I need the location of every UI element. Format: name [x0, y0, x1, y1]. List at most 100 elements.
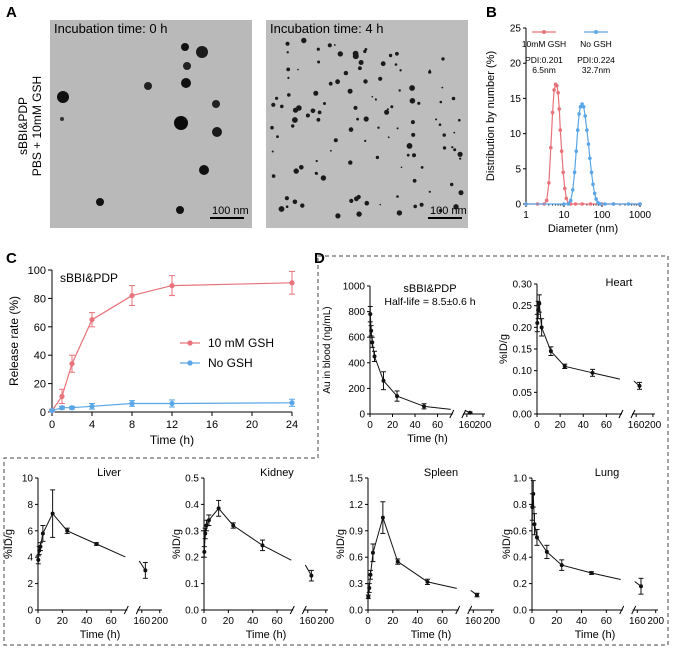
data-point [559, 563, 564, 568]
tem-nanoparticle [453, 131, 456, 134]
tem-nanoparticle [328, 81, 333, 86]
data-point [598, 202, 603, 206]
x-axis-label: Time (h) [246, 629, 287, 641]
tem-nanoparticle [388, 53, 393, 58]
tem-nanoparticle [439, 100, 443, 104]
tem-nanoparticle [364, 139, 367, 142]
tem-nanoparticle [400, 166, 403, 169]
y-tick-label: 40 [34, 350, 46, 362]
x-tick-label: 40 [576, 616, 588, 627]
tem-nanoparticle [371, 95, 374, 98]
x-tick-label: 40 [412, 616, 424, 627]
x-tick-label: 0 [49, 419, 55, 431]
chart-d-lung: 0.0 0.2 0.4 0.6 0.8 1.0 0 20 40 60 160 200 Time (h)%… [502, 467, 664, 641]
y-tick-label: 4 [27, 553, 33, 564]
tem-nanoparticle [337, 51, 343, 57]
tem-nanoparticle [280, 104, 284, 109]
data-point [574, 149, 579, 153]
y-tick-label: 0.8 [513, 500, 527, 511]
tem-nanoparticle [278, 206, 285, 212]
tem-nanoparticle [293, 168, 299, 174]
tem-nanoparticle [343, 70, 349, 76]
data-point [395, 394, 400, 399]
chart-title: Spleen [424, 467, 458, 479]
y-tick-label: 0 [40, 407, 46, 419]
y-tick-label: 0.10 [513, 366, 533, 377]
legend-size: 6.5nm [532, 65, 556, 75]
x-tick-label: 0 [365, 616, 371, 627]
data-point [381, 378, 386, 383]
y-axis-label: %ID/g [498, 334, 510, 364]
tem-nanoparticle [352, 50, 359, 57]
x-tick-label: 0 [201, 616, 207, 627]
data-point [40, 531, 45, 536]
data-point [563, 186, 567, 191]
data-point [309, 573, 314, 578]
tem-nanoparticle [313, 90, 319, 96]
data-point [143, 568, 148, 573]
axis-break-mark [135, 605, 141, 615]
tem-nanoparticle [451, 146, 454, 149]
tem-nanoparticle [387, 136, 390, 139]
tem-nanoparticle [386, 108, 389, 111]
data-point [49, 407, 55, 414]
tem-nanoparticle [333, 44, 336, 46]
y-tick-label: 0.6 [349, 553, 363, 564]
x-tick-label: 60 [432, 420, 444, 431]
data-point [557, 107, 562, 111]
x-axis-label: Time (h) [150, 433, 194, 447]
y-axis-label: %ID/g [4, 529, 15, 559]
legend-marker [187, 340, 193, 346]
tem-nanoparticle [358, 60, 364, 65]
data-point [129, 400, 135, 407]
data-point [367, 586, 372, 590]
legend-pdi: PDI:0.224 [577, 55, 615, 65]
tem-nanoparticle [453, 204, 459, 210]
tem-nanoparticle [394, 63, 398, 66]
tem-nanoparticle [299, 165, 304, 170]
legend-marker [187, 360, 193, 366]
x-tick-label: 20 [246, 419, 258, 431]
data-point [539, 325, 544, 330]
scale-bar-label-0h: 100 nm [212, 205, 249, 217]
scale-bar-4h [428, 217, 462, 219]
data-point [555, 83, 559, 88]
y-tick-label: 100 [28, 265, 46, 277]
data-point [531, 491, 536, 496]
data-point [370, 550, 375, 555]
data-point [573, 202, 578, 206]
data-point [370, 340, 375, 345]
tem-nanoparticle [411, 132, 416, 137]
panel-label-d: D [314, 250, 325, 267]
x-tick-label: 20 [387, 616, 399, 627]
data-point [524, 202, 528, 206]
x-tick-label: 200 [317, 616, 334, 627]
data-point [89, 317, 95, 323]
y-tick-label: 20 [34, 379, 46, 391]
axis-break-mark [289, 605, 295, 615]
data-point [550, 110, 555, 115]
tem-particles-4h [270, 37, 464, 219]
tem-nanoparticle [395, 51, 399, 56]
data-point [203, 531, 208, 536]
chart-title: Liver [97, 467, 121, 479]
data-point [626, 202, 631, 206]
series-line-gsh [526, 83, 640, 205]
tem-nanoparticle [375, 155, 380, 160]
data-point [468, 410, 473, 415]
tem-nanoparticle [348, 160, 353, 165]
x-tick-label: 1000 [629, 210, 652, 221]
tem-nanoparticle [374, 98, 377, 101]
scale-bar-label-4h: 100 nm [430, 205, 467, 217]
scale-bar-0h [210, 217, 244, 219]
tem-nanoparticle [314, 171, 318, 175]
panel-label-a: A [6, 4, 17, 21]
tem-nanoparticle [419, 202, 424, 207]
tem-nanoparticle [286, 51, 289, 54]
data-point [372, 354, 377, 359]
series-line-to-break [423, 405, 451, 410]
data-point [537, 301, 542, 306]
tem-nanoparticle [406, 143, 413, 149]
tem-nanoparticle [285, 41, 290, 46]
x-tick-label: 20 [551, 616, 563, 627]
